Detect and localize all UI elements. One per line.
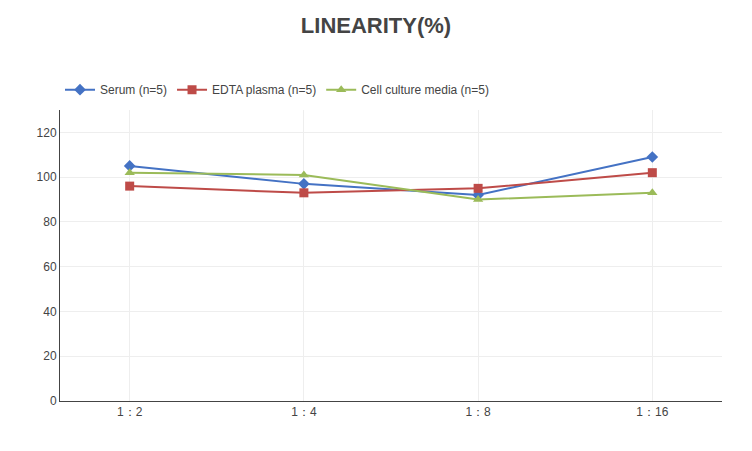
svg-text:Cell culture media (n=5): Cell culture media (n=5) [361, 83, 489, 97]
svg-text:20: 20 [43, 349, 57, 363]
svg-text:LINEARITY(%): LINEARITY(%) [301, 13, 451, 38]
svg-text:1：4: 1：4 [291, 405, 317, 419]
svg-text:100: 100 [37, 170, 57, 184]
svg-text:0: 0 [50, 394, 57, 408]
svg-text:1：2: 1：2 [117, 405, 143, 419]
svg-text:1：8: 1：8 [465, 405, 491, 419]
svg-text:1：16: 1：16 [636, 405, 668, 419]
svg-text:60: 60 [43, 260, 57, 274]
svg-text:Serum (n=5): Serum (n=5) [100, 83, 167, 97]
svg-text:EDTA plasma (n=5): EDTA plasma (n=5) [212, 83, 316, 97]
svg-text:40: 40 [43, 305, 57, 319]
svg-text:120: 120 [37, 126, 57, 140]
svg-text:80: 80 [43, 215, 57, 229]
